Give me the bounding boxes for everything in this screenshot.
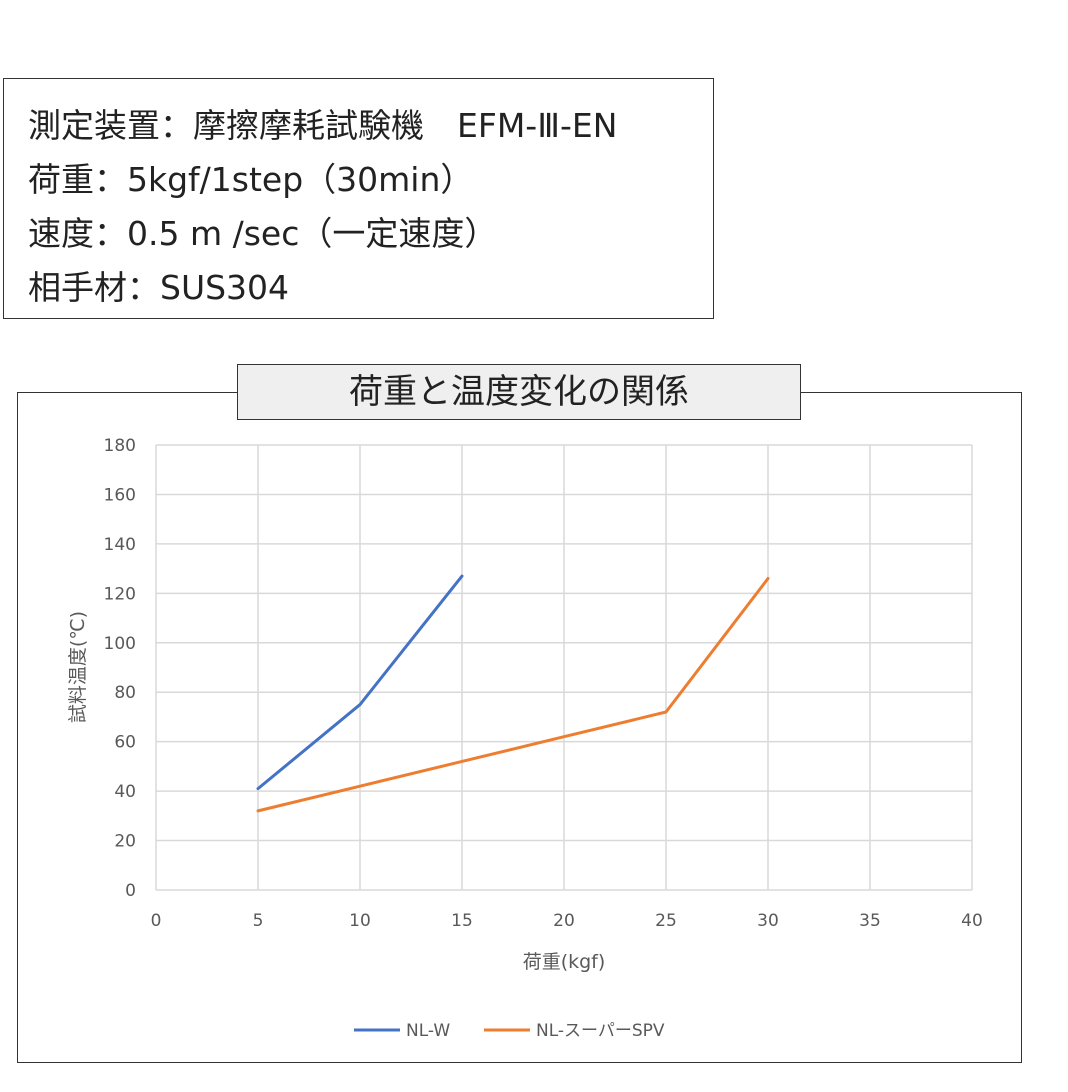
y-tick-label: 160 <box>104 485 136 505</box>
y-tick-labels: 0 20 40 60 80 100 120 140 160 180 <box>104 436 136 901</box>
x-tick-label: 5 <box>253 911 264 931</box>
y-tick-label: 0 <box>125 881 136 901</box>
y-tick-label: 180 <box>104 436 136 456</box>
x-tick-label: 20 <box>553 911 575 931</box>
test-conditions-box: 測定装置：摩擦摩耗試験機 EFM-Ⅲ-EN 荷重：5kgf/1step（30mi… <box>3 78 714 319</box>
x-tick-label: 25 <box>655 911 677 931</box>
info-counterpart-line: 相手材：SUS304 <box>28 268 290 307</box>
x-tick-label: 40 <box>961 911 983 931</box>
x-tick-label: 30 <box>757 911 779 931</box>
info-device-line: 測定装置：摩擦摩耗試験機 EFM-Ⅲ-EN <box>28 106 618 145</box>
legend-label: NL-W <box>406 1021 450 1041</box>
x-tick-label: 10 <box>349 911 371 931</box>
grid-lines <box>155 444 973 891</box>
x-tick-labels: 0 5 10 15 20 25 30 35 40 <box>151 911 983 931</box>
series-lines <box>256 574 770 813</box>
legend: NL-W NL-スーパーSPV <box>354 1021 665 1041</box>
y-tick-label: 120 <box>104 584 136 604</box>
y-tick-label: 60 <box>114 733 136 753</box>
x-axis-label: 荷重(kgf) <box>523 951 606 973</box>
legend-label: NL-スーパーSPV <box>536 1021 665 1041</box>
y-tick-label: 40 <box>114 782 136 802</box>
info-speed-line: 速度：0.5 m /sec（一定速度） <box>28 214 498 253</box>
y-tick-label: 140 <box>104 535 136 555</box>
series-line-1 <box>256 574 464 791</box>
y-tick-label: 20 <box>114 832 136 852</box>
y-tick-label: 100 <box>104 634 136 654</box>
x-tick-label: 15 <box>451 911 473 931</box>
y-tick-label: 80 <box>114 683 136 703</box>
x-tick-label: 0 <box>151 911 162 931</box>
y-axis-label: 試料温度(℃) <box>67 611 89 723</box>
x-tick-label: 35 <box>859 911 881 931</box>
chart-title: 荷重と温度変化の関係 <box>237 364 801 420</box>
info-load-line: 荷重：5kgf/1step（30min） <box>28 160 474 199</box>
series-line-2 <box>256 577 770 813</box>
